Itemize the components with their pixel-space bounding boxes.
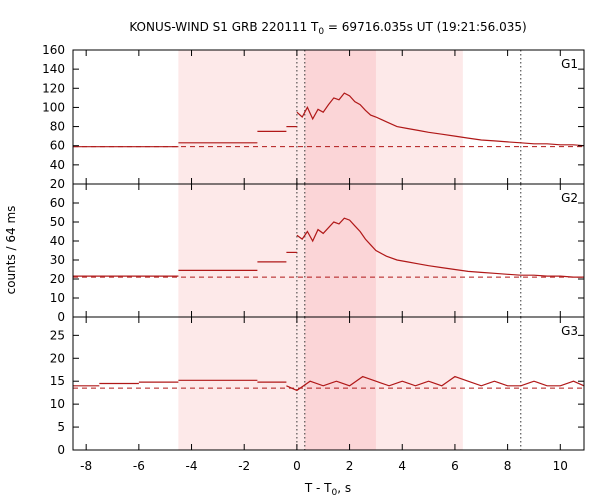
y-tick-label: 0 [57,310,65,324]
y-axis-title: counts / 64 ms [4,206,18,295]
panel-frame [72,316,585,451]
panel-label: G1 [561,57,578,71]
series-line-4 [296,92,585,147]
y-tick-label: 20 [50,272,65,286]
y-tick-label: 0 [57,443,65,457]
y-tick-label: 40 [50,234,65,248]
y-tick-label: 15 [50,374,65,388]
x-tick-label: -2 [238,459,250,473]
x-tick-label: 2 [346,459,354,473]
x-axis-title: T - T0, s [304,481,351,498]
y-tick-label: 80 [50,120,65,134]
shaded-intervals [178,50,463,450]
panel-label: G2 [561,191,578,205]
y-tick-label: 60 [50,196,65,210]
series-line-5 [286,375,585,392]
y-tick-label: 20 [50,177,65,191]
y-tick-label: 25 [50,328,65,342]
y-tick-label: 140 [42,62,65,76]
y-tick-label: 30 [50,253,65,267]
y-tick-label: 10 [50,291,65,305]
panel-label: G3 [561,324,578,338]
x-tick-label: 10 [553,459,568,473]
y-tick-label: 20 [50,351,65,365]
y-tick-label: 60 [50,139,65,153]
x-tick-label: 4 [398,459,406,473]
series-line-4 [296,217,584,278]
x-tick-label: -4 [186,459,198,473]
y-tick-label: 100 [42,100,65,114]
panel-g2: 0 10 20 30 40 50 60 G2 [50,183,585,324]
x-tick-label: 8 [504,459,512,473]
x-tick-label: 6 [451,459,459,473]
panel-g3: 0 5 10 15 20 25 G3 [50,316,585,457]
x-tick-label: -8 [80,459,92,473]
y-tick-label: 10 [50,397,65,411]
y-tick-label: 160 [42,43,65,57]
y-tick-label: 120 [42,81,65,95]
y-tick-label: 5 [57,420,65,434]
chart-title: KONUS-WIND S1 GRB 220111 T0 = 69716.035s… [129,20,526,37]
x-tick-label: -6 [133,459,145,473]
x-tick-labels: -8 -6 -4 -2 0 2 4 6 8 10 [80,459,568,473]
y-tick-label: 50 [50,215,65,229]
y-tick-label: 40 [50,158,65,172]
x-tick-label: 0 [293,459,301,473]
